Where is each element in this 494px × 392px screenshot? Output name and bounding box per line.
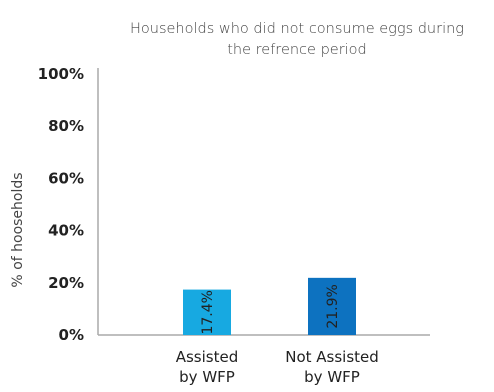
bar bbox=[183, 289, 231, 335]
chart-title: Households who did not consume eggs duri… bbox=[130, 21, 464, 58]
x-tick-label: Not Assisted bbox=[285, 348, 379, 366]
y-tick-label: 0% bbox=[59, 326, 84, 344]
y-tick-label: 100% bbox=[38, 65, 84, 83]
y-tick-label: 80% bbox=[48, 117, 84, 135]
x-tick-label: by WFP bbox=[179, 368, 235, 386]
data-label: 21.9% bbox=[325, 284, 341, 328]
bars: 17.4% 21.9% bbox=[183, 277, 356, 335]
chart-title-line-2: the refrence period bbox=[227, 42, 367, 58]
y-axis-ticks: 0% 20% 40% 60% 80% 100% bbox=[38, 65, 84, 344]
x-tick-label: by WFP bbox=[304, 368, 360, 386]
bar bbox=[308, 277, 356, 335]
data-label: 17.4% bbox=[200, 290, 216, 334]
y-tick-label: 40% bbox=[48, 222, 84, 240]
x-axis-ticks: Assisted by WFP Not Assisted by WFP bbox=[176, 348, 379, 386]
chart-title-line-1: Households who did not consume eggs duri… bbox=[130, 21, 464, 37]
y-tick-label: 60% bbox=[48, 169, 84, 187]
x-tick-label: Assisted bbox=[176, 348, 239, 366]
y-tick-label: 20% bbox=[48, 274, 84, 292]
y-axis-label: % of hooseholds bbox=[10, 172, 26, 287]
